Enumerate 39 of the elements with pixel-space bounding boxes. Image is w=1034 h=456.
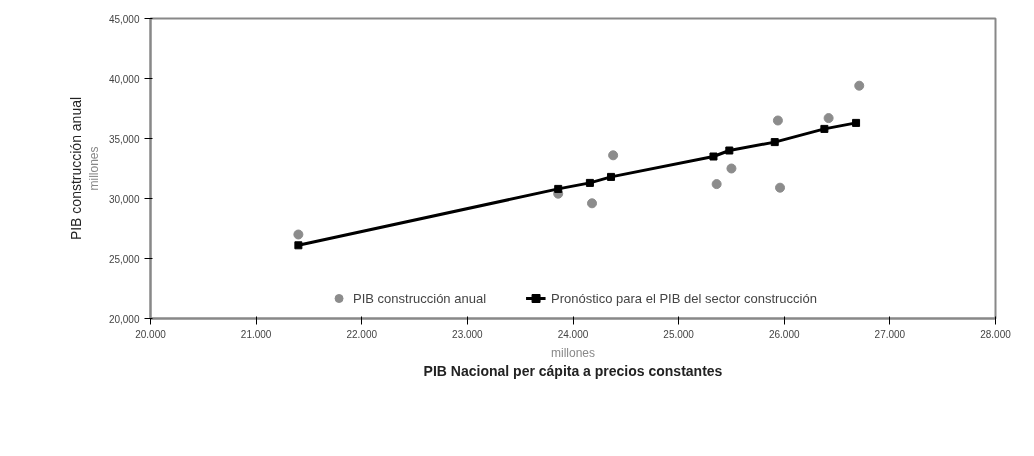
point [823, 113, 834, 124]
x-tick-label: 20.000 [135, 328, 167, 340]
y-tick-label: 35,000 [108, 133, 140, 145]
x-tick-label: 26.000 [768, 328, 800, 340]
y-tick-label: 20,000 [108, 313, 140, 325]
x-tick-label: 22.000 [346, 328, 378, 340]
point [608, 150, 619, 161]
x-tick-label: 24.000 [557, 328, 589, 340]
x-axis-title: PIB Nacional per cápita a precios constantes [423, 362, 723, 379]
x-tick-label: 25.000 [663, 328, 695, 340]
point [294, 241, 303, 250]
point [554, 184, 563, 193]
x-tick-label: 23.000 [452, 328, 484, 340]
legend-label: PIB construcción anual [353, 290, 487, 306]
point [585, 178, 594, 187]
point [293, 229, 304, 240]
point [775, 182, 786, 193]
y-tick-label: 30,000 [108, 193, 140, 205]
x-tick-label: 21.000 [240, 328, 272, 340]
point [770, 138, 779, 147]
point [725, 146, 734, 155]
text: millones [550, 345, 596, 360]
point [854, 80, 865, 91]
x-tick-label: 27.000 [874, 328, 906, 340]
y-tick-label: 40,000 [108, 73, 140, 85]
point [711, 179, 722, 190]
text: millones [86, 146, 101, 191]
legend-label: Pronóstico para el PIB del sector construcción [551, 290, 817, 306]
point [726, 163, 737, 174]
point [709, 152, 718, 161]
point [607, 172, 616, 181]
point [587, 198, 598, 209]
y-tick-label: 45,000 [108, 13, 140, 25]
point [852, 118, 861, 127]
y-axis-title: PIB construcción anual [67, 96, 84, 241]
point [772, 115, 783, 126]
y-tick-label: 25,000 [108, 253, 140, 265]
point [820, 124, 829, 133]
x-tick-label: 28.000 [980, 328, 1012, 340]
